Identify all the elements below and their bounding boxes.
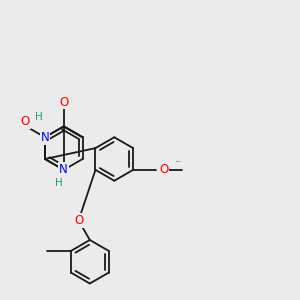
Text: H: H bbox=[56, 178, 63, 188]
Text: H: H bbox=[34, 112, 42, 122]
Text: O: O bbox=[59, 95, 68, 109]
Text: N: N bbox=[40, 131, 49, 144]
Text: O: O bbox=[74, 214, 83, 227]
Text: N: N bbox=[59, 164, 68, 176]
Text: O: O bbox=[159, 164, 169, 176]
Text: O: O bbox=[21, 116, 30, 128]
Text: methoxy: methoxy bbox=[176, 160, 182, 162]
